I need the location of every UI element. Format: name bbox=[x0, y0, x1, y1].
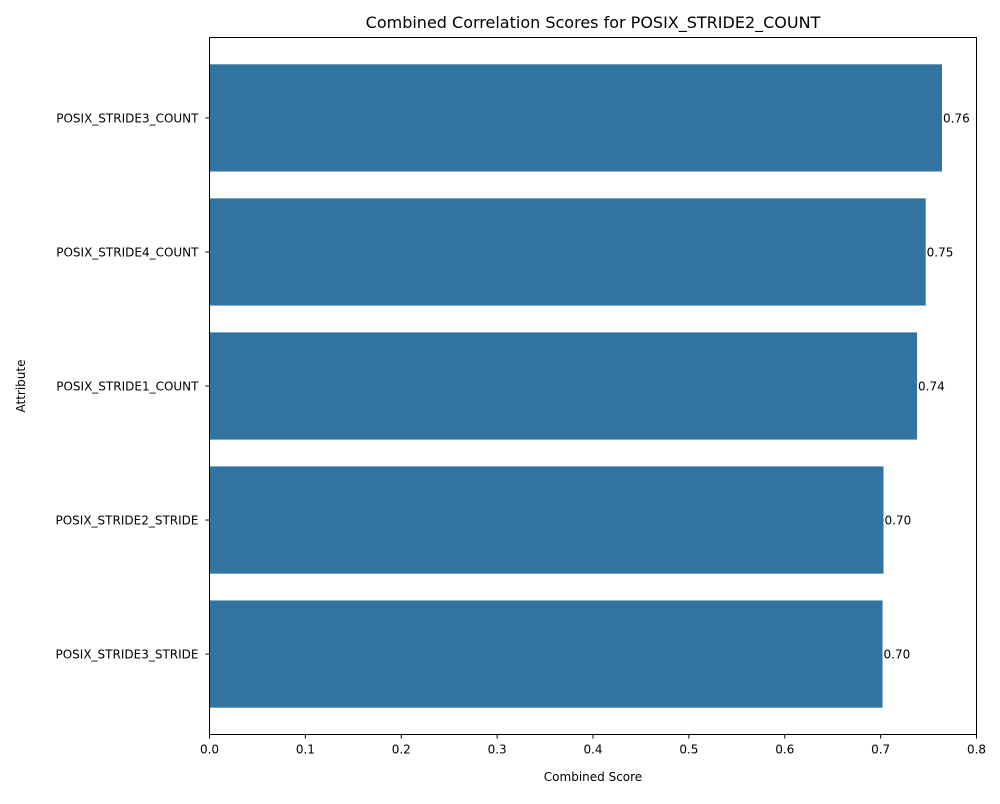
x-tick-label: 0.1 bbox=[296, 743, 315, 757]
bar bbox=[209, 600, 883, 708]
x-axis: 0.0 0.1 0.2 0.3 0.4 0.5 0.6 0.7 0.8 bbox=[200, 734, 986, 757]
data-label: 0.75 bbox=[927, 245, 954, 259]
data-labels-layer: 0.76 0.75 0.74 0.70 0.70 bbox=[884, 111, 970, 661]
y-tick-label: POSIX_STRIDE3_STRIDE bbox=[56, 648, 199, 662]
data-label: 0.70 bbox=[885, 514, 912, 528]
x-tick-label: 0.6 bbox=[775, 743, 794, 757]
y-axis: POSIX_STRIDE3_COUNT POSIX_STRIDE4_COUNT PO… bbox=[56, 111, 210, 662]
y-tick-label: POSIX_STRIDE2_STRIDE bbox=[56, 514, 199, 528]
bar bbox=[209, 466, 884, 574]
x-tick-label: 0.4 bbox=[583, 743, 602, 757]
bars-layer bbox=[209, 64, 942, 708]
x-tick-label: 0.3 bbox=[488, 743, 507, 757]
x-tick-label: 0.5 bbox=[679, 743, 698, 757]
y-tick-label: POSIX_STRIDE3_COUNT bbox=[56, 111, 199, 125]
data-label: 0.76 bbox=[943, 111, 970, 125]
bar bbox=[209, 198, 926, 306]
y-tick-label: POSIX_STRIDE4_COUNT bbox=[56, 245, 199, 259]
x-tick-label: 0.0 bbox=[200, 743, 219, 757]
data-label: 0.70 bbox=[884, 648, 911, 662]
chart-title: Combined Correlation Scores for POSIX_ST… bbox=[366, 13, 821, 33]
x-axis-label: Combined Score bbox=[544, 770, 642, 784]
x-tick-label: 0.7 bbox=[871, 743, 890, 757]
plot-frame bbox=[209, 37, 977, 735]
x-tick-label: 0.2 bbox=[392, 743, 411, 757]
y-tick-label: POSIX_STRIDE1_COUNT bbox=[56, 380, 199, 394]
bar bbox=[209, 64, 942, 172]
x-tick-label: 0.8 bbox=[967, 743, 986, 757]
y-axis-label: Attribute bbox=[14, 360, 28, 413]
data-label: 0.74 bbox=[918, 380, 945, 394]
bar bbox=[209, 332, 918, 440]
